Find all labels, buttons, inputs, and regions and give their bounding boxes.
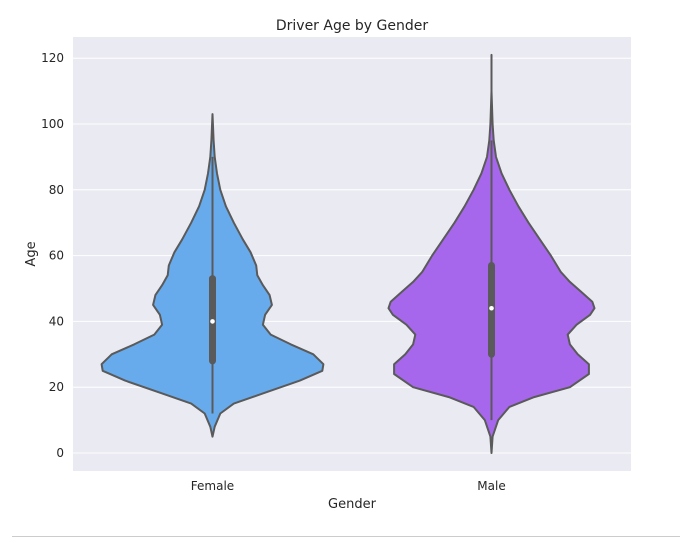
- y-axis-ticks: 0 20 40 60 80 100 120: [41, 51, 64, 460]
- x-tick-label: Female: [191, 479, 234, 493]
- x-tick-label: Male: [477, 479, 505, 493]
- y-tick-label: 0: [56, 446, 64, 460]
- median-point: [489, 305, 494, 311]
- y-axis-label: Age: [24, 241, 39, 266]
- x-axis-ticks: Female Male: [191, 479, 506, 493]
- violins: [100, 53, 596, 454]
- median-point: [210, 319, 215, 324]
- y-tick-label: 40: [49, 314, 64, 328]
- y-tick-label: 120: [41, 51, 64, 65]
- y-tick-label: 100: [41, 117, 64, 131]
- chart-title: Driver Age by Gender: [276, 18, 429, 34]
- y-tick-label: 20: [49, 380, 64, 394]
- y-tick-label: 80: [49, 183, 64, 197]
- x-axis-label: Gender: [328, 497, 377, 512]
- y-tick-label: 60: [49, 249, 64, 263]
